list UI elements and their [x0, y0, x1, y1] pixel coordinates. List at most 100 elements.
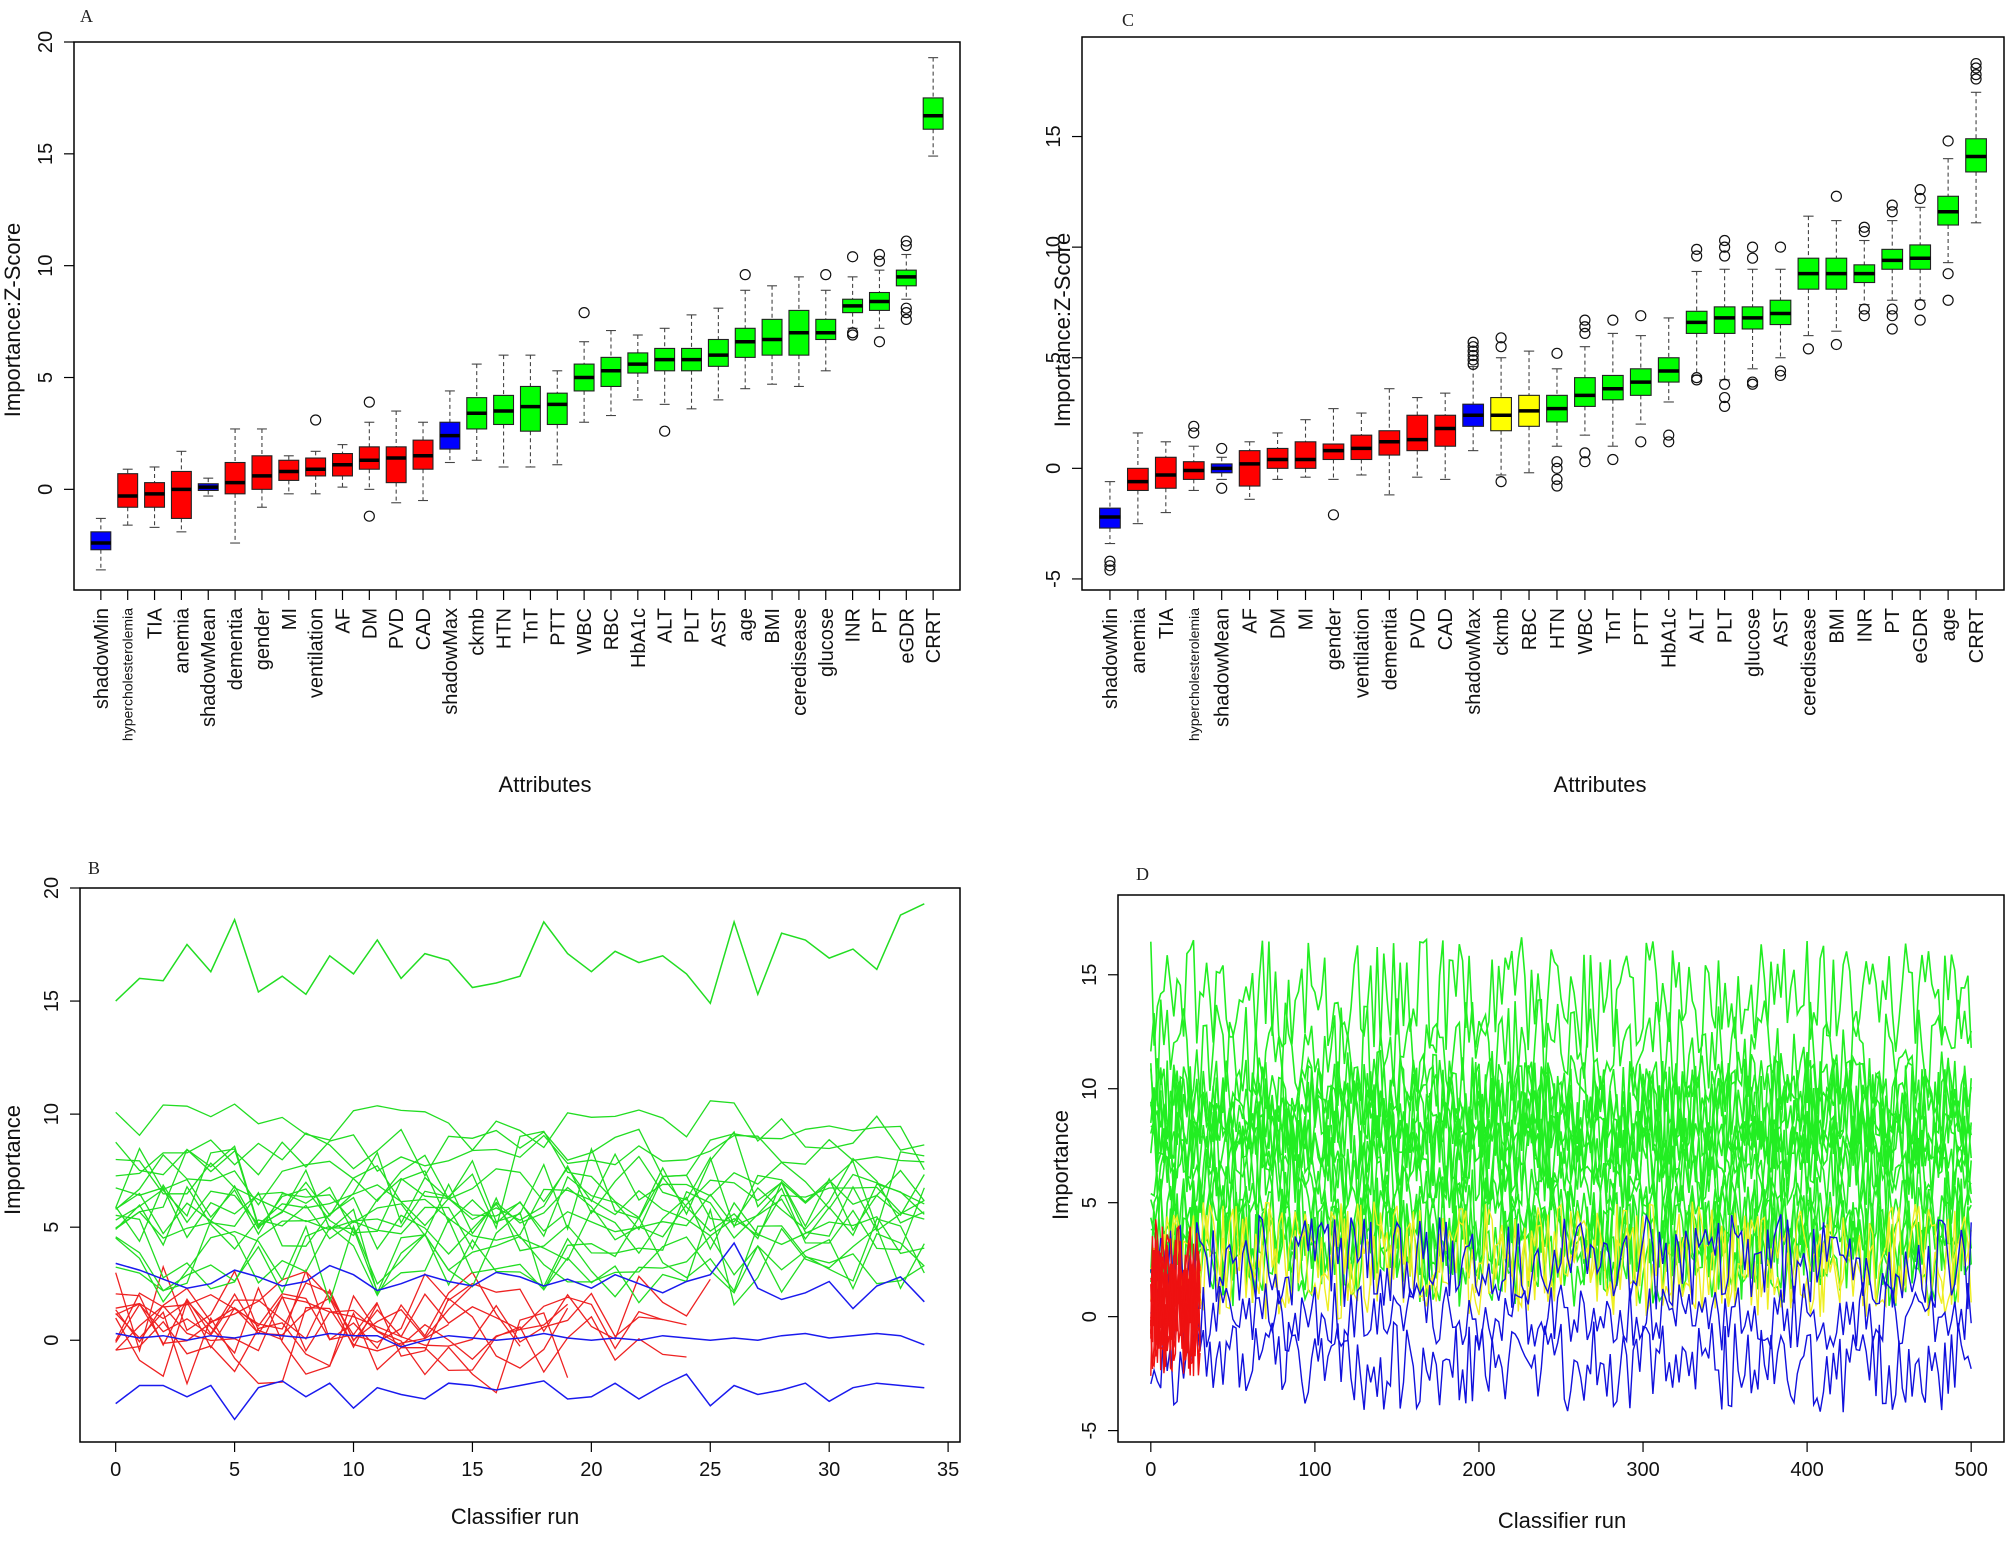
panel-c-outlier [1607, 314, 1619, 326]
panel-c-xtick-label: RBC [1519, 608, 1541, 650]
panel-c-outlier [1886, 303, 1898, 315]
panel-c-box-CAD [1434, 392, 1457, 480]
panel-c-frame [1081, 36, 2005, 591]
panel-c-xtick-label: anemia [1128, 607, 1150, 673]
panel-b-line-PLT [115, 1178, 925, 1241]
panel-d-line-shadowMin [1150, 1320, 1972, 1413]
panel-a-frame [73, 41, 961, 591]
panel-d-ytick-label: 10 [1079, 1078, 1101, 1100]
panel-a-xtick-label: ventilation [306, 608, 328, 698]
panel-c-outlier [1551, 462, 1563, 474]
panel-c-xtick-label: gender [1323, 608, 1345, 671]
panel-a-box-body [707, 338, 729, 367]
panel-d-line-age [1150, 998, 1972, 1107]
panel-c-outlier [1104, 564, 1116, 576]
panel-a-outlier [873, 255, 886, 267]
panel-a-outlier [900, 239, 912, 252]
panel-c-box-PT [1881, 199, 1904, 335]
panel-c-box-glucose [1741, 241, 1764, 390]
panel-b-line-WBC [115, 1191, 925, 1261]
panel-a-xtick-label: glucose [816, 608, 838, 677]
panel-a-xtick-label: PVD [386, 608, 408, 649]
panel-c-ytick-label: -5 [1043, 570, 1065, 588]
panel-a-box-shadowMin [90, 517, 112, 571]
panel-a-xtick-label: HbA1c [628, 608, 650, 668]
panel-c-outlier [1830, 190, 1842, 202]
panel-c-xtick-label: glucose [1743, 608, 1765, 677]
panel-d-ytick-label: 0 [1079, 1311, 1101, 1322]
panel-a-xtick-label: MI [279, 608, 301, 630]
panel-a-ytick-label: 20 [35, 31, 57, 53]
panel-d-line-PTT [1150, 1174, 1972, 1280]
panel-b-line-PT [115, 1125, 925, 1178]
panel-a-box-HbA1c [627, 334, 649, 401]
panel-b-ytick-label: 15 [41, 990, 63, 1012]
panel-a-xtick-label: HTN [494, 608, 516, 649]
panel-c-box-PVD [1406, 397, 1429, 478]
panel-a-box-BMI [761, 285, 783, 385]
panel-a-box-body [224, 461, 246, 495]
panel-d-line-CRRT [1150, 937, 1972, 1054]
panel-a-box-dementia [224, 428, 246, 544]
panel-c-box-shadowMean [1210, 442, 1233, 494]
panel-d-xtick-label: 400 [1790, 1459, 1823, 1481]
panel-a-box-MI [278, 455, 300, 495]
panel-c-ytick-label: 15 [1043, 125, 1065, 147]
panel-c-xtick-label: WBC [1575, 608, 1597, 655]
panel-a-xtick-label: BMI [762, 608, 784, 644]
panel-a-box-body [358, 446, 380, 470]
panel-c-xtick-label: AST [1770, 608, 1792, 647]
panel-a-box-glucose [815, 269, 837, 372]
panel-a: A 0 5 10 15 20 shadowMin hypercholesterolemia T… [0, 6, 961, 797]
panel-c-outlier [1886, 199, 1898, 211]
panel-a-box-shadowMean [197, 477, 219, 497]
panel-c-outlier [1579, 456, 1591, 468]
panel-c-outlier [1914, 299, 1926, 311]
panel-c-box-ALT [1685, 243, 1708, 386]
panel-a-box-shadowMax [439, 390, 461, 464]
panel-a-box-body [170, 470, 192, 519]
panel-c-outlier [1719, 250, 1731, 262]
panel-c-xtick-label: TnT [1603, 608, 1625, 644]
panel-c-box-PTT [1629, 310, 1652, 448]
panel-c-outlier [1942, 135, 1954, 147]
panel-c-outlier [1970, 62, 1982, 74]
panel-c-outlier [1495, 341, 1507, 353]
panel-c-xtick-label: TIA [1156, 607, 1178, 639]
panel-a-xtick-label: hypercholesterolemia [120, 608, 136, 741]
panel-c-box-body [1574, 377, 1596, 407]
panel-c-outlier [1327, 509, 1340, 521]
panel-c-xtick-label: PVD [1407, 608, 1429, 649]
panel-c-box-body [1713, 306, 1736, 334]
panel-b-xlabel: Classifier run [451, 1504, 579, 1529]
panel-b-series-shadowMin [115, 1373, 925, 1421]
panel-b-frame [79, 887, 961, 1443]
panel-letter-b: B [88, 858, 100, 878]
panel-c-outlier [1104, 555, 1116, 567]
panel-c-outlier [1970, 73, 1982, 85]
panel-c-outlier [1746, 378, 1759, 390]
panel-d-line-shadowMean [1150, 1281, 1972, 1352]
panel-c-box-AF [1238, 441, 1261, 500]
panel-c-box-shadowMin [1099, 481, 1121, 576]
panel-c-outlier [1886, 206, 1898, 218]
panel-a-box-PTT [546, 370, 568, 466]
panel-a-xtick-label: RBC [601, 608, 623, 650]
panel-c-outlier [1579, 447, 1591, 459]
panel-b-xtick-label: 35 [937, 1459, 959, 1481]
panel-b-line-PVD [115, 1264, 521, 1353]
panel-c-xtick-label: AF [1240, 608, 1262, 634]
panel-a-outlier [900, 302, 912, 314]
panel-a-outlier [363, 510, 375, 522]
panel-b-line-age [115, 1155, 925, 1229]
panel-c-box-WBC [1574, 314, 1596, 468]
panel-b-line-CAD [115, 1270, 711, 1343]
panel-c-box-body [1126, 467, 1149, 492]
panel-a-xtick-label: ckmb [467, 608, 489, 656]
panel-c-outlier [1774, 241, 1787, 253]
panel-c-xlabel: Attributes [1554, 772, 1647, 797]
panel-c-box-CRRT [1965, 57, 1987, 224]
panel-c-box-ventilation [1350, 412, 1373, 476]
panel-d-lines [1150, 937, 1972, 1413]
